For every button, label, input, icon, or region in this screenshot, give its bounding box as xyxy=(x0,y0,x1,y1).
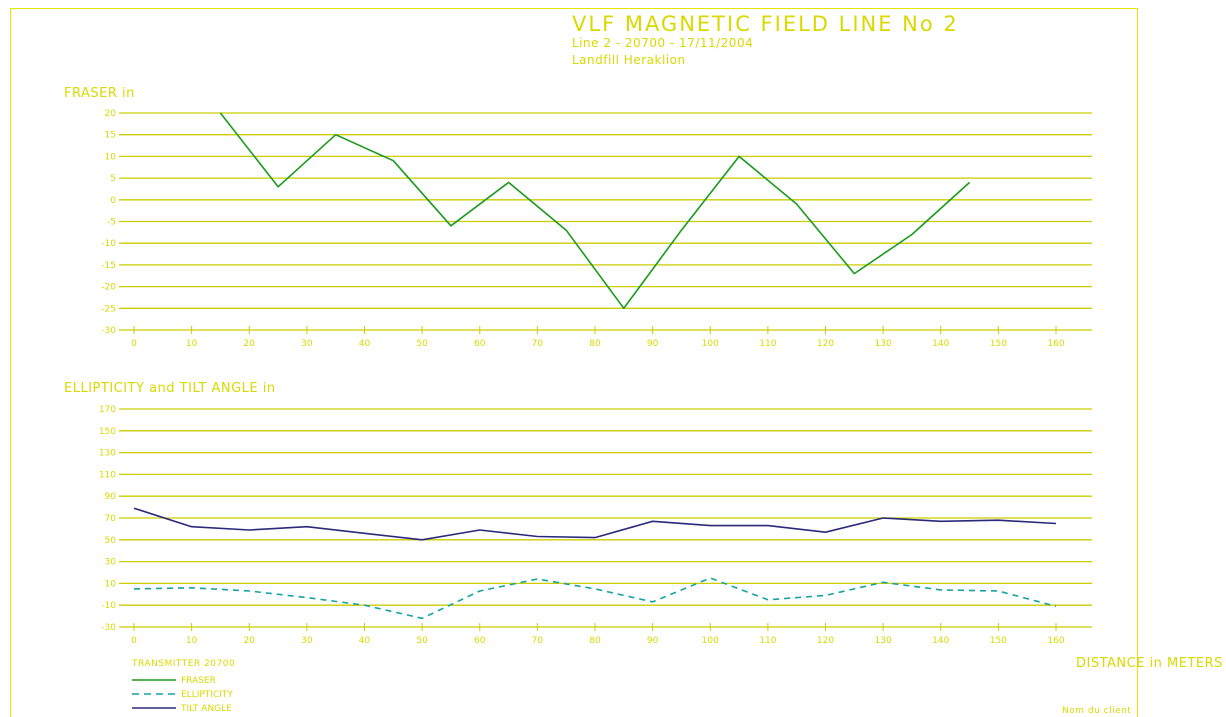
fraser-y-tick-label: -20 xyxy=(101,283,116,293)
ellip-tilt-y-tick-label: 170 xyxy=(99,405,116,415)
fraser-x-tick-label: 140 xyxy=(932,339,949,349)
fraser-y-tick-label: 0 xyxy=(110,196,116,206)
series-line-tilt-angle xyxy=(134,508,1056,540)
fraser-x-tick-label: 0 xyxy=(131,339,137,349)
ellip-tilt-y-tick-label: 110 xyxy=(99,470,116,480)
legend-fraser-label: FRASER xyxy=(181,676,216,686)
fraser-y-tick-label: 15 xyxy=(105,131,116,141)
legend-tilt-label: TILT ANGLE xyxy=(181,704,232,714)
fraser-y-tick-label: -10 xyxy=(101,239,116,249)
ellip-tilt-x-tick-label: 150 xyxy=(990,636,1007,646)
legend-ellipticity-label: ELLIPTICITY xyxy=(181,690,233,700)
fraser-x-tick-label: 20 xyxy=(244,339,256,349)
ellip-tilt-x-tick-label: 120 xyxy=(817,636,834,646)
fraser-x-tick-label: 90 xyxy=(647,339,659,349)
fraser-x-tick-label: 60 xyxy=(474,339,486,349)
ellip-tilt-x-tick-label: 70 xyxy=(532,636,544,646)
fraser-x-tick-label: 150 xyxy=(990,339,1007,349)
fraser-x-tick-label: 80 xyxy=(589,339,601,349)
fraser-y-tick-label: 10 xyxy=(105,152,117,162)
fraser-x-tick-label: 160 xyxy=(1047,339,1064,349)
ellip-tilt-x-tick-label: 100 xyxy=(702,636,719,646)
ellip-tilt-y-tick-label: 10 xyxy=(105,579,117,589)
fraser-y-tick-label: -15 xyxy=(101,261,116,271)
ellip-tilt-y-tick-label: 130 xyxy=(99,449,116,459)
ellip-tilt-y-tick-label: 70 xyxy=(105,514,117,524)
ellip-tilt-y-tick-label: 150 xyxy=(99,427,116,437)
client-name: Nom du client xyxy=(1062,706,1131,716)
legend xyxy=(132,680,176,708)
fraser-x-tick-label: 10 xyxy=(186,339,198,349)
ellip-tilt-x-tick-label: 60 xyxy=(474,636,486,646)
ellipticity-tilt-chart: 170 150 130 110 90 70 50 30 10 -10 -30 0 10 20 30 40 50 6… xyxy=(99,405,1092,646)
ellip-tilt-x-tick-label: 160 xyxy=(1047,636,1064,646)
fraser-x-tick-label: 40 xyxy=(359,339,371,349)
fraser-x-tick-label: 120 xyxy=(817,339,834,349)
transmitter-label: TRANSMITTER 20700 xyxy=(132,659,235,669)
ellip-tilt-x-tick-label: 10 xyxy=(186,636,198,646)
fraser-x-tick-label: 30 xyxy=(301,339,313,349)
ellip-tilt-x-tick-label: 20 xyxy=(244,636,256,646)
ellip-tilt-x-tick-label: 30 xyxy=(301,636,313,646)
ellip-tilt-x-tick-label: 130 xyxy=(875,636,892,646)
fraser-y-tick-label: 20 xyxy=(105,109,117,119)
series-line-fraser xyxy=(220,113,969,308)
fraser-y-tick-label: -25 xyxy=(101,304,116,314)
ellip-tilt-y-tick-label: -10 xyxy=(101,601,116,611)
fraser-y-tick-label: -5 xyxy=(107,218,116,228)
fraser-x-tick-label: 70 xyxy=(532,339,544,349)
ellip-tilt-x-tick-label: 50 xyxy=(416,636,428,646)
ellip-tilt-x-tick-label: 80 xyxy=(589,636,601,646)
ellip-tilt-y-tick-label: 30 xyxy=(105,558,117,568)
ellip-tilt-x-tick-label: 40 xyxy=(359,636,371,646)
ellip-tilt-x-tick-label: 110 xyxy=(759,636,776,646)
ellip-tilt-y-tick-label: 90 xyxy=(105,492,117,502)
fraser-y-tick-label: -30 xyxy=(101,326,116,336)
fraser-x-tick-label: 50 xyxy=(416,339,428,349)
ellip-tilt-y-tick-label: 50 xyxy=(105,536,117,546)
fraser-x-tick-label: 130 xyxy=(875,339,892,349)
x-axis-label: DISTANCE in METERS xyxy=(1076,656,1223,671)
ellip-tilt-x-tick-label: 90 xyxy=(647,636,659,646)
fraser-x-tick-label: 100 xyxy=(702,339,719,349)
ellip-tilt-x-tick-label: 0 xyxy=(131,636,137,646)
ellip-tilt-x-tick-label: 140 xyxy=(932,636,949,646)
fraser-y-tick-label: 5 xyxy=(110,174,116,184)
fraser-x-tick-label: 110 xyxy=(759,339,776,349)
ellip-tilt-y-tick-label: -30 xyxy=(101,623,116,633)
